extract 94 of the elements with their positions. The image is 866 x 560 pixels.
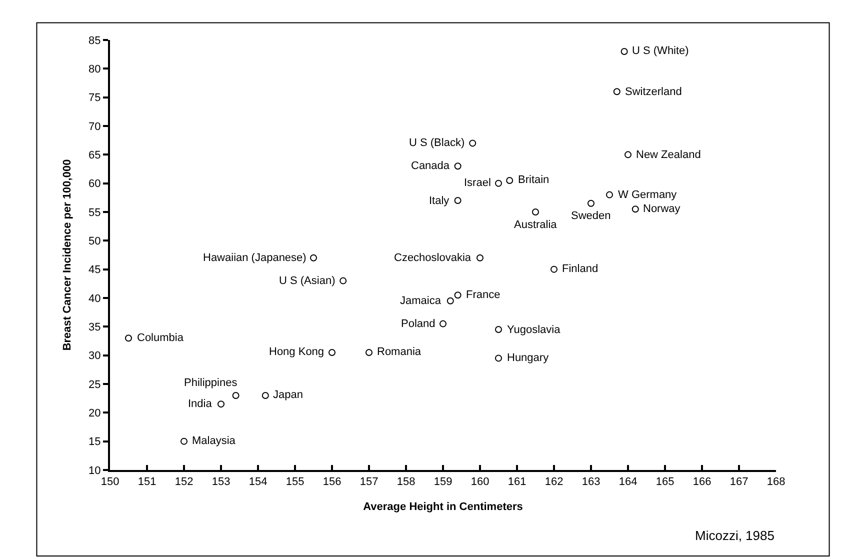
annotation: Jamaica: [400, 295, 442, 307]
x-tick-label: 159: [434, 476, 452, 488]
y-tick-label: 60: [88, 178, 101, 190]
point: [469, 140, 476, 147]
annotation: Britain: [518, 174, 550, 186]
annotation: W Germany: [618, 189, 678, 201]
annotation: Australia: [514, 219, 558, 231]
point: [495, 354, 502, 362]
y-tick-label: 70: [88, 120, 101, 133]
annotation: Poland: [401, 318, 436, 330]
annotation: Columbia: [137, 332, 184, 344]
point: [454, 292, 462, 299]
point: [495, 326, 502, 334]
y-tick-label: 15: [88, 436, 101, 448]
x-tick-label: 151: [138, 476, 156, 488]
x-tick-label: 163: [582, 476, 600, 488]
x-tick-label: 153: [212, 476, 230, 488]
x-axis-title: Average Height in Centimeters: [363, 500, 523, 513]
point: [218, 400, 224, 408]
point: [454, 162, 462, 170]
annotation: U S (White): [632, 45, 689, 57]
x-tick-label: 164: [618, 476, 638, 488]
x-tick-label: 155: [286, 476, 304, 488]
y-tick-label: 65: [88, 150, 101, 162]
x-tick-label: 168: [766, 476, 786, 488]
y-tick-label: 85: [88, 34, 101, 47]
annotation: Yugoslavia: [507, 324, 562, 336]
x-tick-label: 166: [692, 476, 712, 488]
text: Micozzi, 1985: [695, 528, 774, 543]
point: [440, 320, 446, 328]
x-tick-label: 156: [322, 476, 342, 488]
point: [550, 266, 558, 273]
point: [506, 176, 514, 184]
x-tick-label: 150: [100, 476, 120, 488]
annotation: France: [466, 289, 500, 301]
annotation: Malaysia: [192, 435, 236, 447]
x-tick-label: 157: [360, 476, 378, 488]
point: [340, 277, 347, 284]
annotation: Norway: [643, 203, 681, 215]
annotation: Finland: [562, 263, 598, 275]
point: [366, 348, 372, 356]
point: [606, 191, 613, 198]
x-tick-label: 165: [656, 476, 674, 488]
y-tick-label: 45: [88, 264, 101, 276]
annotation: Romania: [377, 346, 422, 358]
x-tick-label: 152: [174, 476, 194, 488]
y-tick-label: 75: [88, 92, 101, 104]
y-tick-label: 80: [88, 64, 101, 76]
annotation: Hong Kong: [269, 346, 324, 358]
x-tick-label: 167: [730, 476, 748, 488]
annotation: Japan: [273, 389, 303, 401]
annotation: U S (Asian): [279, 275, 336, 287]
x-tick-label: 160: [470, 476, 490, 488]
annotation: Switzerland: [625, 86, 682, 98]
point: [232, 392, 240, 399]
y-tick-label: 30: [88, 350, 101, 362]
annotation: U S (Black): [409, 137, 465, 149]
annotation: Hawaiian (Japanese): [203, 252, 306, 264]
y-tick-label: 50: [88, 236, 101, 248]
annotation: Czechoslovakia: [394, 252, 472, 264]
annotation: Hungary: [507, 352, 550, 364]
x-tick-label: 154: [248, 476, 268, 488]
point: [613, 88, 620, 96]
y-tick-label: 35: [88, 322, 101, 334]
point: [588, 200, 594, 207]
point: [454, 197, 462, 204]
y-axis-title: Breast Cancer Incidence per 100,000: [62, 159, 74, 351]
point: [495, 180, 502, 187]
point: [620, 48, 628, 55]
point: [310, 254, 317, 262]
point: [624, 151, 632, 158]
annotation: Sweden: [571, 210, 611, 222]
point: [532, 208, 539, 216]
annotation: Israel: [464, 177, 491, 189]
x-tick-label: 161: [508, 476, 526, 488]
point: [262, 392, 269, 399]
y-tick-label: 40: [88, 292, 101, 305]
x-tick-label: 162: [544, 476, 564, 488]
annotation: Italy: [429, 195, 450, 207]
point: [125, 334, 132, 342]
annotation: Philippines: [184, 377, 238, 389]
annotation: India: [188, 398, 213, 410]
annotation: New Zealand: [636, 149, 701, 161]
x-tick-label: 158: [396, 476, 416, 488]
point: [476, 254, 484, 262]
y-tick-label: 25: [88, 378, 101, 391]
y-tick-label: 55: [88, 206, 101, 219]
point: [632, 206, 639, 213]
y-tick-label: 10: [88, 464, 101, 477]
point: [328, 348, 336, 356]
annotation: Canada: [411, 160, 450, 172]
point: [446, 297, 454, 304]
y-tick-label: 20: [88, 408, 101, 420]
point: [180, 438, 188, 445]
